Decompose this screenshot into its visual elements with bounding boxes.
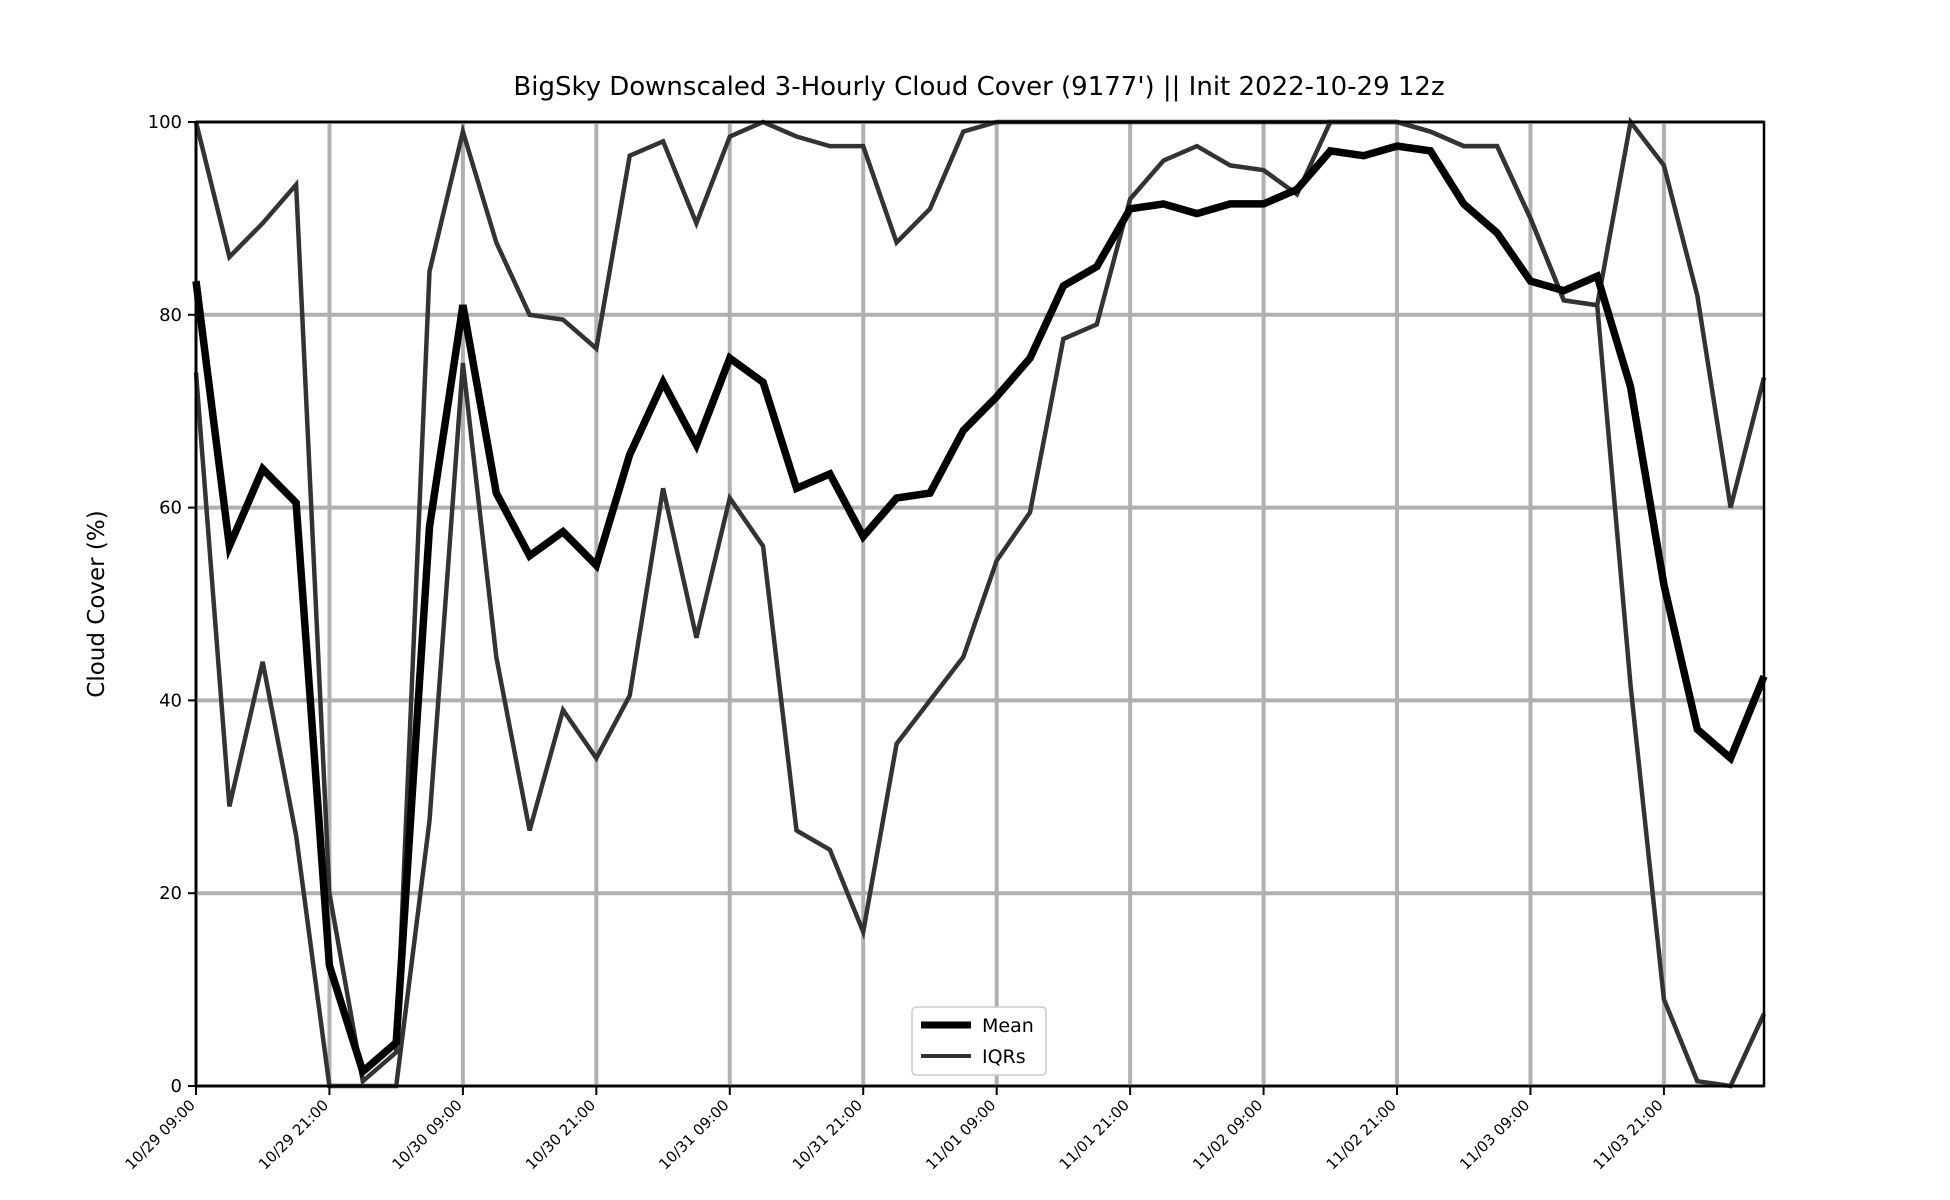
axis-ticks: 0 20 40 60 80 100 10/29 09:00 10/29 21:00 10/30 … [122, 112, 1667, 1173]
y-axis-label: Cloud Cover (%) [84, 510, 110, 697]
series-line-mean [192, 142, 1768, 1079]
x-tick-label: 10/31 09:00 [655, 1096, 732, 1173]
x-tick-label: 11/01 21:00 [1056, 1096, 1133, 1173]
chart-title: BigSky Downscaled 3-Hourly Cloud Cover (… [513, 72, 1444, 102]
y-tick-label: 100 [148, 112, 182, 133]
plot-frame [194, 120, 1766, 1088]
x-tick-label: 10/31 21:00 [789, 1096, 866, 1173]
x-tick-label: 10/30 09:00 [388, 1096, 465, 1173]
legend-label-iqrs: IQRs [982, 1046, 1026, 1068]
x-tick-label: 11/01 09:00 [922, 1096, 999, 1173]
x-tick-label: 10/29 09:00 [122, 1096, 199, 1173]
y-tick-label: 0 [171, 1076, 182, 1097]
x-tick-label: 11/03 09:00 [1456, 1096, 1533, 1173]
y-tick-label: 20 [159, 883, 182, 904]
y-tick-label: 40 [159, 690, 182, 711]
legend: Mean IQRs [911, 1006, 1047, 1076]
series-line-iqr-lower [193, 119, 1767, 1089]
y-tick-label: 80 [159, 305, 182, 326]
legend-label-mean: Mean [982, 1015, 1034, 1037]
x-tick-label: 11/02 09:00 [1189, 1096, 1266, 1173]
x-tick-label: 10/29 21:00 [255, 1096, 332, 1173]
y-tick-label: 60 [159, 498, 182, 519]
x-tick-label: 11/02 21:00 [1323, 1096, 1400, 1173]
series-lines [192, 116, 1768, 1089]
x-tick-label: 11/03 21:00 [1590, 1096, 1667, 1173]
x-tick-label: 10/30 21:00 [522, 1096, 599, 1173]
